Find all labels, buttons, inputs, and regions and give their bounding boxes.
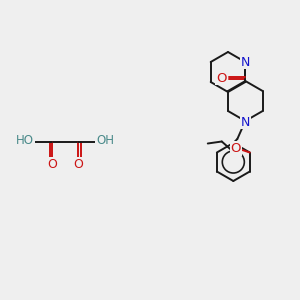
Text: O: O [230,142,241,155]
Text: O: O [47,158,57,170]
Text: N: N [241,56,250,68]
Text: O: O [216,71,226,85]
Text: O: O [73,158,83,170]
Text: HO: HO [16,134,34,148]
Text: N: N [241,116,250,128]
Text: OH: OH [96,134,114,148]
